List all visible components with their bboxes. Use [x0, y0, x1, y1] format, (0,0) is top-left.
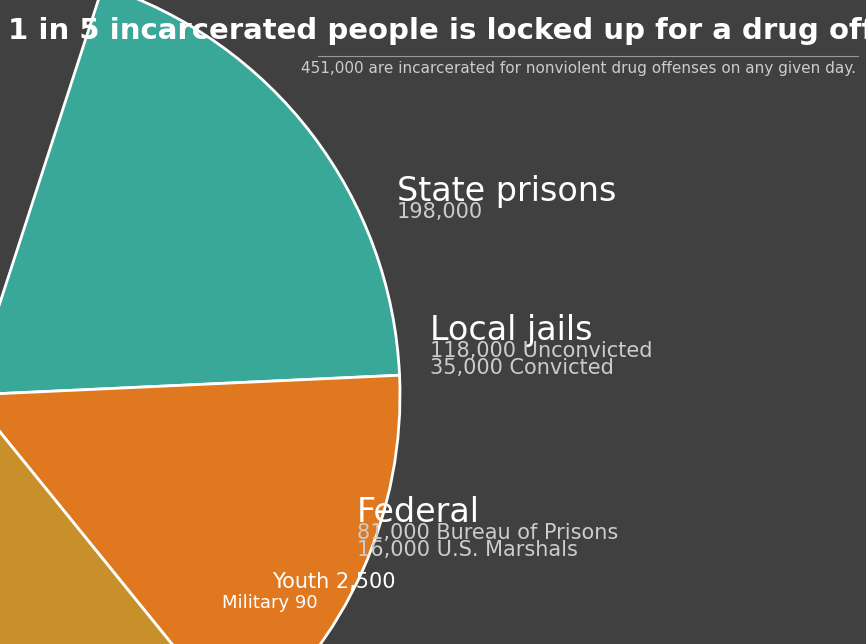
Wedge shape — [0, 395, 2, 644]
Wedge shape — [0, 375, 400, 644]
Text: State prisons: State prisons — [397, 175, 617, 208]
Text: 451,000 are incarcerated for nonviolent drug offenses on any given day.: 451,000 are incarcerated for nonviolent … — [301, 61, 856, 76]
Wedge shape — [0, 395, 241, 644]
Wedge shape — [0, 395, 8, 644]
Wedge shape — [0, 0, 399, 395]
Text: 1 in 5 incarcerated people is locked up for a drug offense: 1 in 5 incarcerated people is locked up … — [8, 17, 866, 45]
Text: 35,000 Convicted: 35,000 Convicted — [430, 358, 614, 378]
Text: 198,000: 198,000 — [397, 202, 483, 222]
Text: Youth 2,500: Youth 2,500 — [272, 572, 396, 592]
Text: 16,000 U.S. Marshals: 16,000 U.S. Marshals — [357, 540, 578, 560]
Text: 118,000 Unconvicted: 118,000 Unconvicted — [430, 341, 652, 361]
Text: Local jails: Local jails — [430, 314, 592, 347]
Text: 81,000 Bureau of Prisons: 81,000 Bureau of Prisons — [357, 523, 618, 543]
Text: Federal: Federal — [357, 496, 480, 529]
Text: Military 90: Military 90 — [222, 594, 318, 612]
